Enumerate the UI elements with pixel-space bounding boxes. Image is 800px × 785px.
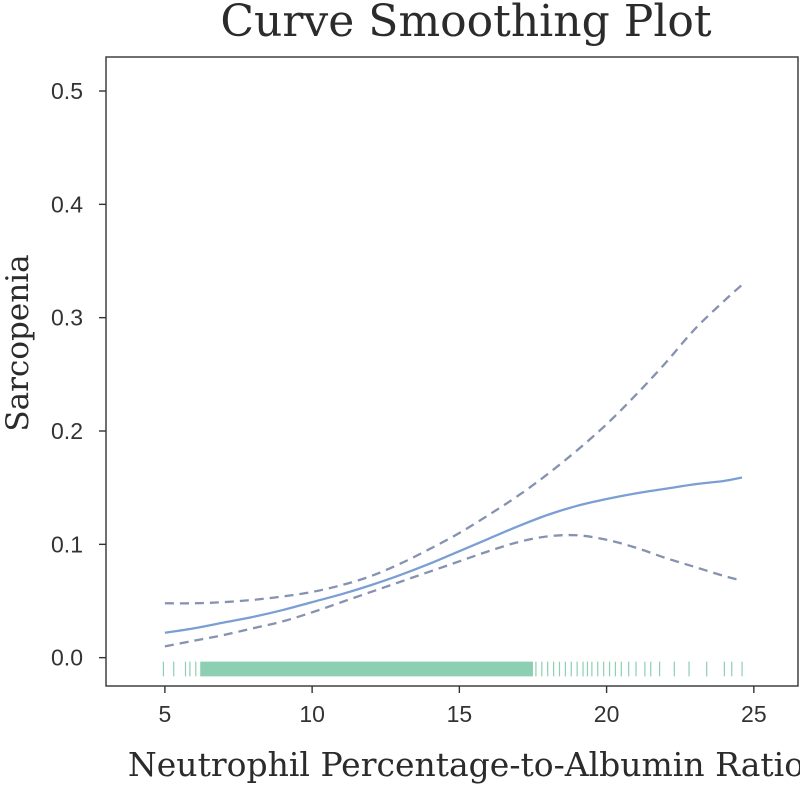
chart-title: Curve Smoothing Plot xyxy=(220,0,712,47)
series-line-upper_ci xyxy=(164,283,743,605)
y-tick-label: 0.3 xyxy=(51,305,83,331)
y-tick-label: 0.4 xyxy=(51,191,83,217)
rug-dense-band xyxy=(200,661,533,677)
plot-area-frame xyxy=(105,56,799,687)
y-tick-label: 0.0 xyxy=(51,645,83,671)
x-tick-label: 20 xyxy=(594,701,620,727)
x-axis-label: Neutrophil Percentage-to-Albumin Ratio xyxy=(128,745,800,784)
x-tick-label: 15 xyxy=(447,701,473,727)
series-line-lower_ci xyxy=(164,533,743,648)
series-layer xyxy=(164,283,743,648)
y-tick-label: 0.5 xyxy=(51,78,83,104)
y-axis-label: Sarcopenia xyxy=(0,254,36,431)
rug-plot xyxy=(162,661,743,677)
y-tick-label: 0.1 xyxy=(51,531,83,557)
x-tick-label: 10 xyxy=(299,701,325,727)
y-axis: 0.0 0.1 0.2 0.3 0.4 0.5 xyxy=(51,78,106,671)
x-axis: 5 10 15 20 25 xyxy=(158,686,767,727)
x-tick-label: 5 xyxy=(158,701,171,727)
y-tick-label: 0.2 xyxy=(51,418,83,444)
series-line-fit xyxy=(164,476,743,634)
x-tick-label: 25 xyxy=(741,701,767,727)
